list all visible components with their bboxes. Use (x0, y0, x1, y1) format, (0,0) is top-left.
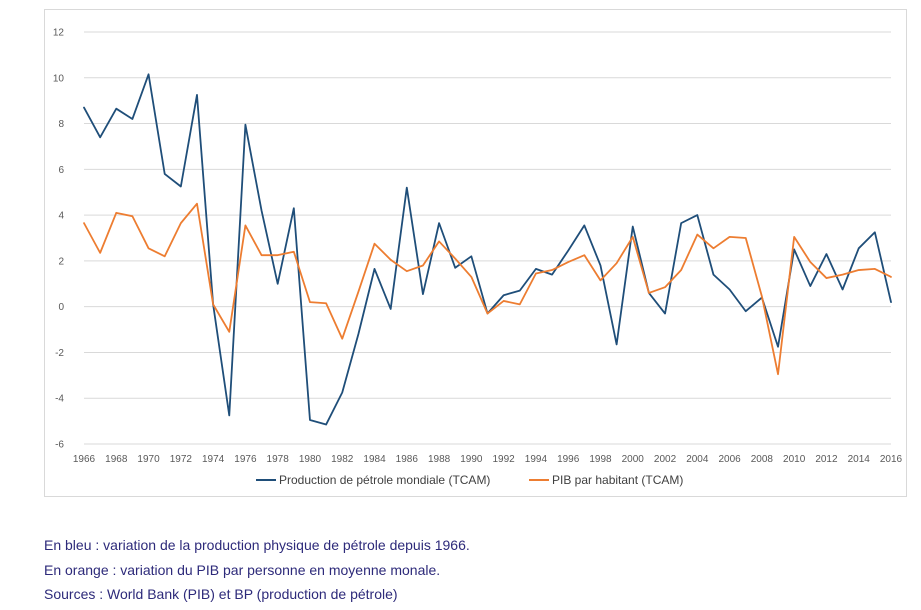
x-tick-label: 1978 (267, 454, 290, 465)
x-tick-label: 1972 (170, 454, 193, 465)
legend-label-1: PIB par habitant (TCAM) (552, 473, 683, 487)
y-tick-label: 4 (58, 211, 64, 222)
x-tick-label: 1998 (589, 454, 612, 465)
x-tick-label: 1994 (525, 454, 548, 465)
caption-orange: En orange : variation du PIB par personn… (44, 561, 441, 578)
x-tick-label: 2016 (880, 454, 903, 465)
series-line-1 (83, 202, 892, 376)
x-tick-label: 1976 (234, 454, 257, 465)
y-tick-label: 0 (58, 302, 64, 313)
x-tick-label: 1984 (363, 454, 386, 465)
x-tick-label: 1966 (73, 454, 96, 465)
x-axis-ticks: 1966 1968 1970 1972 1974 1976 1978 1980 1982 1984… (73, 454, 903, 465)
x-tick-label: 1990 (460, 454, 483, 465)
y-tick-label: 12 (53, 28, 65, 39)
x-tick-label: 1988 (428, 454, 451, 465)
y-tick-label: 2 (58, 256, 64, 267)
x-tick-label: 2002 (654, 454, 677, 465)
captions: En bleu : variation de la production phy… (44, 533, 470, 607)
gridlines (84, 31, 891, 445)
x-tick-label: 1970 (137, 454, 160, 465)
y-tick-label: -6 (55, 440, 64, 451)
legend-label-0: Production de pétrole mondiale (TCAM) (279, 473, 490, 487)
x-tick-label: 2006 (718, 454, 741, 465)
x-tick-label: 1982 (331, 454, 354, 465)
series-lines (83, 73, 892, 426)
y-tick-label: -4 (55, 394, 64, 405)
x-tick-label: 2004 (686, 454, 709, 465)
legend: Production de pétrole mondiale (TCAM) PIB… (256, 473, 683, 487)
y-tick-label: 8 (58, 119, 64, 130)
x-tick-label: 1992 (493, 454, 516, 465)
y-axis-ticks: -6 -4 -2 0 2 4 6 8 10 12 (53, 28, 65, 451)
x-tick-label: 2012 (815, 454, 838, 465)
y-tick-label: 6 (58, 165, 64, 176)
x-tick-label: 2000 (622, 454, 645, 465)
x-tick-label: 1996 (557, 454, 580, 465)
y-tick-label: 10 (53, 73, 65, 84)
x-tick-label: 2010 (783, 454, 806, 465)
x-tick-label: 2014 (848, 454, 871, 465)
caption-sources: Sources : World Bank (PIB) et BP (produc… (44, 586, 398, 602)
y-tick-label: -2 (55, 348, 64, 359)
line-chart: -6 -4 -2 0 2 4 6 8 10 12 1966 1968 1970 1972 1974 1976… (53, 28, 903, 488)
x-tick-label: 1980 (299, 454, 322, 465)
chart-frame: -6 -4 -2 0 2 4 6 8 10 12 1966 1968 1970 1972 1974 1976… (44, 9, 907, 497)
x-tick-label: 1974 (202, 454, 225, 465)
x-tick-label: 1968 (105, 454, 128, 465)
x-tick-label: 1986 (396, 454, 419, 465)
caption-blue: En bleu : variation de la production phy… (44, 537, 470, 553)
x-tick-label: 2008 (751, 454, 774, 465)
